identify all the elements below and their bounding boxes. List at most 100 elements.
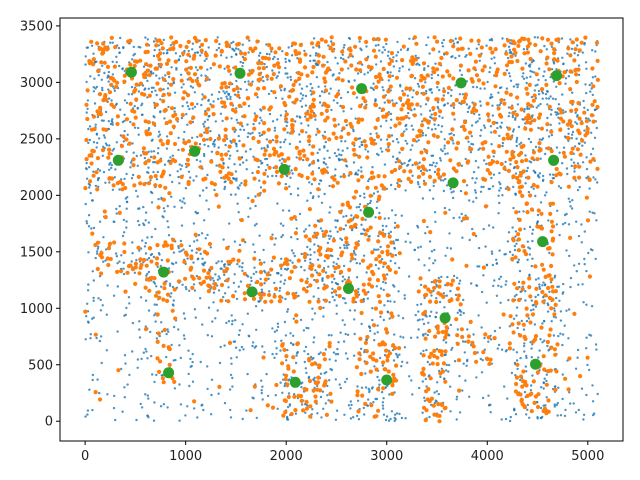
blue-point-1618 bbox=[343, 246, 346, 250]
blue-point-3619 bbox=[178, 344, 181, 347]
blue-point-414 bbox=[265, 372, 268, 376]
blue-point-889 bbox=[326, 384, 329, 388]
orange-point-104 bbox=[528, 193, 533, 198]
blue-point-2699 bbox=[227, 92, 231, 96]
blue-point-2925 bbox=[84, 202, 87, 206]
blue-point-963 bbox=[178, 55, 182, 58]
blue-point-1073 bbox=[406, 48, 409, 52]
orange-point-777 bbox=[179, 174, 184, 180]
blue-point-32 bbox=[293, 254, 296, 258]
blue-point-3688 bbox=[341, 53, 344, 56]
blue-point-1579 bbox=[209, 129, 212, 133]
blue-point-2120 bbox=[234, 193, 237, 196]
orange-point-863 bbox=[416, 165, 421, 170]
blue-point-3446 bbox=[122, 267, 125, 270]
blue-point-3052 bbox=[137, 90, 141, 93]
orange-point-228 bbox=[316, 187, 321, 192]
blue-point-1274 bbox=[217, 260, 220, 263]
blue-point-3716 bbox=[359, 47, 362, 50]
blue-point-3425 bbox=[138, 336, 142, 339]
blue-point-2584 bbox=[268, 112, 272, 116]
orange-point-411 bbox=[460, 334, 465, 340]
orange-point-396 bbox=[525, 393, 530, 398]
blue-point-1595 bbox=[427, 321, 430, 324]
orange-point-1063 bbox=[529, 207, 535, 212]
orange-point-290 bbox=[444, 329, 449, 334]
blue-point-545 bbox=[373, 365, 376, 368]
orange-point-737 bbox=[271, 255, 276, 260]
orange-point-799 bbox=[206, 107, 211, 112]
blue-point-3866 bbox=[559, 332, 562, 335]
blue-point-663 bbox=[88, 388, 91, 391]
blue-point-192 bbox=[419, 283, 423, 287]
blue-point-1346 bbox=[501, 194, 504, 197]
orange-point-6 bbox=[431, 133, 436, 138]
orange-point-677 bbox=[356, 178, 361, 183]
blue-point-3432 bbox=[241, 65, 244, 68]
blue-point-247 bbox=[153, 401, 156, 404]
orange-point-399 bbox=[116, 368, 121, 373]
blue-point-3516 bbox=[258, 179, 261, 182]
blue-point-730 bbox=[344, 140, 347, 143]
blue-point-3342 bbox=[251, 171, 254, 175]
blue-point-3710 bbox=[91, 378, 94, 382]
blue-point-2456 bbox=[210, 335, 214, 338]
blue-point-1786 bbox=[312, 59, 315, 62]
blue-point-185 bbox=[454, 293, 458, 297]
orange-point-706 bbox=[282, 127, 287, 132]
blue-point-631 bbox=[129, 120, 132, 124]
blue-point-3521 bbox=[478, 113, 481, 117]
blue-point-1255 bbox=[521, 75, 524, 78]
blue-point-3123 bbox=[513, 244, 517, 248]
blue-point-3535 bbox=[379, 138, 383, 141]
blue-point-1674 bbox=[525, 356, 528, 360]
blue-point-301 bbox=[191, 48, 194, 51]
blue-point-711 bbox=[439, 159, 442, 162]
orange-point-428 bbox=[545, 122, 550, 127]
orange-point-668 bbox=[382, 261, 387, 266]
blue-point-1872 bbox=[116, 330, 119, 333]
blue-point-3810 bbox=[541, 97, 544, 100]
orange-point-262 bbox=[578, 152, 583, 157]
blue-point-2367 bbox=[313, 336, 316, 339]
blue-point-3008 bbox=[546, 310, 550, 313]
blue-point-148 bbox=[193, 51, 197, 55]
blue-point-496 bbox=[146, 79, 149, 83]
blue-point-2636 bbox=[167, 105, 170, 109]
blue-point-3703 bbox=[238, 329, 241, 332]
blue-point-3063 bbox=[395, 352, 398, 356]
blue-point-2612 bbox=[577, 142, 581, 145]
blue-point-848 bbox=[270, 89, 273, 93]
blue-point-3229 bbox=[347, 243, 350, 246]
blue-point-1419 bbox=[434, 165, 437, 168]
blue-point-950 bbox=[105, 313, 109, 316]
blue-point-3434 bbox=[110, 99, 113, 102]
blue-point-1620 bbox=[147, 270, 151, 274]
blue-point-3087 bbox=[570, 158, 573, 161]
blue-point-3666 bbox=[377, 43, 380, 47]
orange-point-186 bbox=[544, 61, 549, 66]
blue-point-2068 bbox=[565, 249, 568, 252]
blue-point-2831 bbox=[323, 283, 326, 286]
orange-point-375 bbox=[508, 157, 513, 162]
blue-point-135 bbox=[472, 85, 475, 89]
blue-point-3654 bbox=[395, 59, 398, 63]
blue-point-283 bbox=[142, 351, 145, 354]
orange-point-1001 bbox=[537, 148, 542, 153]
orange-point-635 bbox=[363, 401, 368, 406]
orange-point-268 bbox=[504, 63, 510, 68]
blue-point-2140 bbox=[113, 220, 116, 223]
blue-point-2807 bbox=[538, 349, 541, 352]
blue-point-1264 bbox=[133, 104, 136, 108]
blue-point-184 bbox=[309, 261, 312, 264]
blue-point-3577 bbox=[259, 159, 262, 163]
orange-point-824 bbox=[381, 273, 386, 278]
blue-point-3159 bbox=[95, 336, 98, 340]
orange-point-1106 bbox=[486, 112, 491, 117]
blue-point-155 bbox=[381, 404, 385, 407]
blue-point-3554 bbox=[360, 143, 363, 146]
blue-point-3180 bbox=[495, 262, 499, 265]
orange-point-893 bbox=[293, 408, 298, 413]
orange-point-834 bbox=[251, 296, 257, 301]
